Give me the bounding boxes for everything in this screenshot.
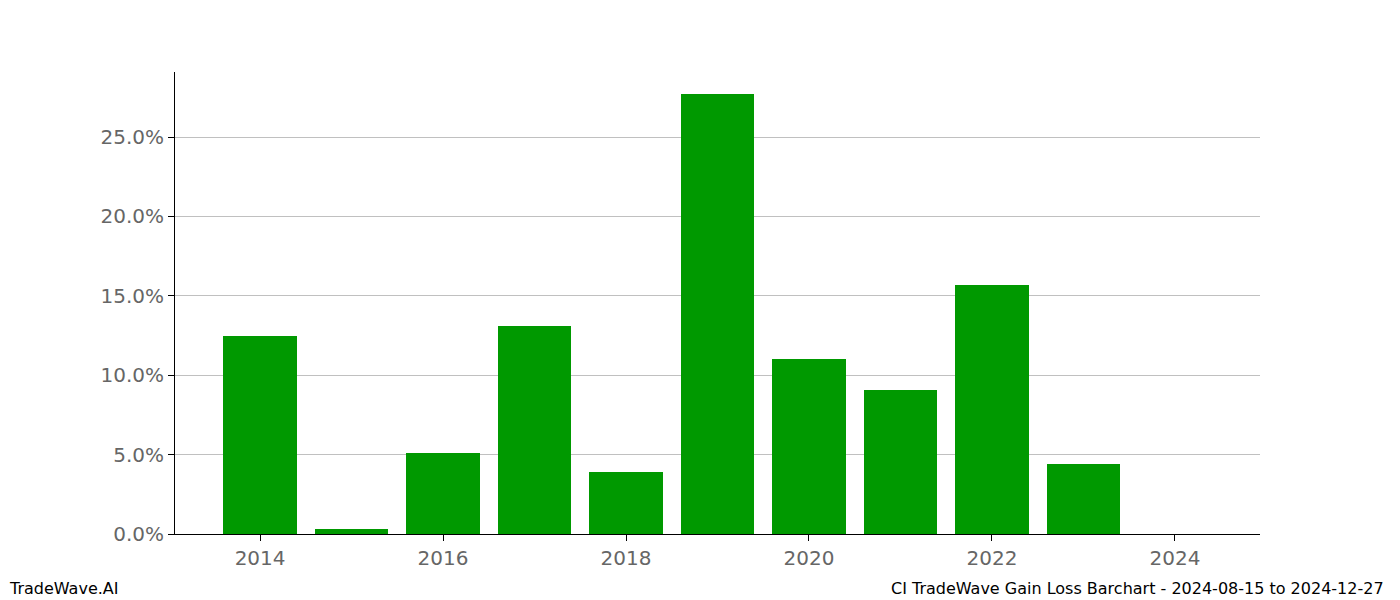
svg-text:2016: 2016 xyxy=(418,546,469,570)
svg-text:2014: 2014 xyxy=(235,546,286,570)
svg-text:25.0%: 25.0% xyxy=(100,125,164,149)
svg-text:10.0%: 10.0% xyxy=(100,363,164,387)
svg-text:2024: 2024 xyxy=(1149,546,1200,570)
svg-text:2020: 2020 xyxy=(784,546,835,570)
svg-text:5.0%: 5.0% xyxy=(113,443,164,467)
svg-text:2022: 2022 xyxy=(966,546,1017,570)
svg-text:20.0%: 20.0% xyxy=(100,204,164,228)
svg-text:15.0%: 15.0% xyxy=(100,284,164,308)
svg-text:2018: 2018 xyxy=(601,546,652,570)
svg-text:TradeWave.AI: TradeWave.AI xyxy=(9,579,118,598)
svg-text:CI TradeWave Gain Loss Barchar: CI TradeWave Gain Loss Barchart - 2024-0… xyxy=(891,579,1384,598)
svg-text:0.0%: 0.0% xyxy=(113,522,164,546)
